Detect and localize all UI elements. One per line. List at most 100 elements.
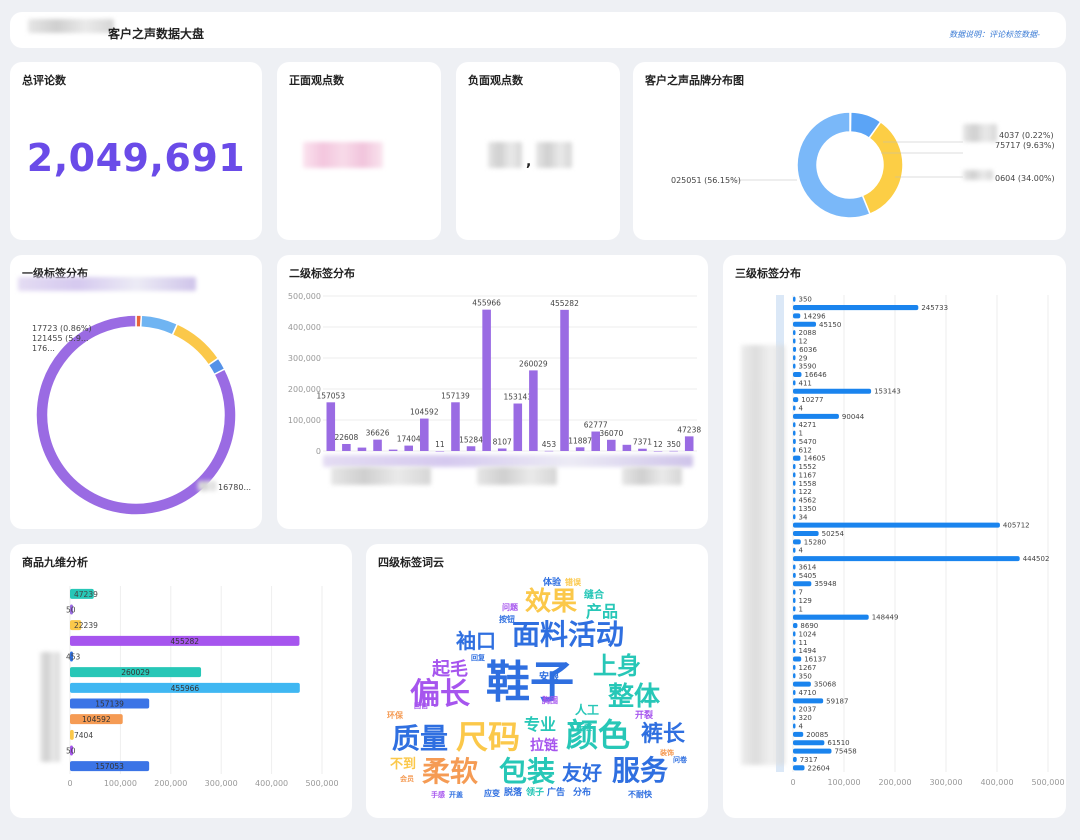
level2-bar[interactable] xyxy=(560,309,569,451)
level3-bar[interactable] xyxy=(793,480,796,486)
level3-bar[interactable] xyxy=(793,731,804,737)
level3-bar[interactable] xyxy=(793,706,796,712)
level2-bar[interactable] xyxy=(669,450,678,452)
level3-bar[interactable] xyxy=(793,572,796,578)
level3-bar[interactable] xyxy=(793,564,796,570)
level3-bar[interactable] xyxy=(793,664,796,670)
level2-bar[interactable] xyxy=(591,431,600,451)
nine-dim-bar[interactable] xyxy=(70,698,150,709)
level2-bar[interactable] xyxy=(357,447,367,451)
nine-dim-bar[interactable] xyxy=(70,745,73,756)
level3-bar[interactable] xyxy=(793,648,796,654)
level3-bar[interactable] xyxy=(793,639,796,645)
level3-bar[interactable] xyxy=(793,556,1020,562)
level3-bar[interactable] xyxy=(793,455,801,461)
level3-bar[interactable] xyxy=(793,673,796,679)
level3-bar[interactable] xyxy=(793,765,805,771)
level1-slice-4[interactable] xyxy=(35,314,237,516)
level2-bar[interactable] xyxy=(607,439,616,451)
level3-bar[interactable] xyxy=(793,715,796,721)
level3-bar[interactable] xyxy=(793,405,796,411)
level3-bar[interactable] xyxy=(793,740,825,746)
level3-bar[interactable] xyxy=(793,681,811,687)
level2-bar[interactable] xyxy=(373,439,382,451)
level3-bar[interactable] xyxy=(793,748,832,754)
level3-bar[interactable] xyxy=(793,623,798,629)
level3-bar[interactable] xyxy=(793,698,824,704)
level1-slice-2[interactable] xyxy=(171,322,220,367)
level3-bar[interactable] xyxy=(793,539,801,545)
level3-bar[interactable] xyxy=(793,397,799,403)
level3-bar[interactable] xyxy=(793,530,819,537)
level3-bar[interactable] xyxy=(793,581,812,587)
level3-bar[interactable] xyxy=(793,597,796,603)
level2-bar[interactable] xyxy=(622,444,632,451)
level3-bar[interactable] xyxy=(793,606,796,612)
level2-bar[interactable] xyxy=(513,403,523,451)
nine-dim-bar[interactable] xyxy=(70,761,150,772)
level3-bar[interactable] xyxy=(793,514,796,520)
level3-bar-label: 5405 xyxy=(799,572,817,580)
nine-dim-bar[interactable] xyxy=(70,714,123,725)
level3-bar[interactable] xyxy=(793,363,796,369)
level3-bar[interactable] xyxy=(793,438,796,444)
level3-bar[interactable] xyxy=(793,589,796,595)
level3-bar[interactable] xyxy=(793,723,796,729)
level3-bar[interactable] xyxy=(793,413,839,419)
level2-bar[interactable] xyxy=(435,450,445,452)
level3-bar[interactable] xyxy=(793,313,801,319)
level2-bar[interactable] xyxy=(326,402,336,451)
nine-dim-bar[interactable] xyxy=(70,729,74,740)
level3-bar[interactable] xyxy=(793,321,817,327)
level3-bar[interactable] xyxy=(793,338,796,344)
level3-bar[interactable] xyxy=(793,346,797,352)
level2-bar[interactable] xyxy=(497,448,507,451)
level3-bar[interactable] xyxy=(793,305,919,311)
level3-bar[interactable] xyxy=(793,489,796,495)
level3-bar[interactable] xyxy=(793,447,796,453)
level3-bar[interactable] xyxy=(793,614,869,620)
level2-bar[interactable] xyxy=(529,370,538,451)
nine-dim-bar[interactable] xyxy=(70,604,73,615)
level3-bar[interactable] xyxy=(793,522,1000,528)
level2-bar[interactable] xyxy=(638,448,647,451)
nine-dim-bar[interactable] xyxy=(70,682,300,693)
data-note-link[interactable]: 数据说明：评论标签数据- xyxy=(949,30,1040,39)
level2-bar[interactable] xyxy=(420,418,429,451)
level1-slice-1[interactable] xyxy=(139,314,179,336)
level2-bar[interactable] xyxy=(404,445,413,451)
level3-bar[interactable] xyxy=(793,296,796,302)
level2-bar[interactable] xyxy=(544,450,554,452)
level2-bar[interactable] xyxy=(575,447,585,451)
level3-bar[interactable] xyxy=(793,656,802,662)
level3-bar[interactable] xyxy=(793,330,796,336)
nine-dim-bar[interactable] xyxy=(70,620,82,631)
level2-bar[interactable] xyxy=(653,450,663,452)
level2-bar[interactable] xyxy=(342,443,351,451)
level3-bar[interactable] xyxy=(793,388,872,394)
level3-bar[interactable] xyxy=(793,472,796,478)
level2-bar[interactable] xyxy=(482,309,491,451)
brand-slice-3[interactable] xyxy=(796,111,871,219)
level3-bar[interactable] xyxy=(793,756,797,762)
level3-bar[interactable] xyxy=(793,371,802,378)
level2-bar[interactable] xyxy=(466,446,476,451)
level3-bar[interactable] xyxy=(793,497,796,503)
level3-bar[interactable] xyxy=(793,355,796,361)
level3-bar[interactable] xyxy=(793,631,796,637)
level2-bar[interactable] xyxy=(388,449,398,451)
level3-bar[interactable] xyxy=(793,505,796,511)
nine-dim-bar[interactable] xyxy=(70,588,94,599)
nine-dim-bar[interactable] xyxy=(70,667,202,678)
nine-dim-bar[interactable] xyxy=(70,635,300,646)
level3-bar[interactable] xyxy=(793,380,796,386)
level2-bar[interactable] xyxy=(451,402,460,451)
level2-bar[interactable] xyxy=(684,436,694,451)
level3-bar[interactable] xyxy=(793,464,796,470)
level3-bar[interactable] xyxy=(793,422,796,428)
level3-bar[interactable] xyxy=(793,547,796,553)
level3-bar[interactable] xyxy=(793,430,796,436)
nine-dim-bar[interactable] xyxy=(70,651,73,662)
level3-bar[interactable] xyxy=(793,689,796,696)
level3-bar-label: 16646 xyxy=(804,371,827,379)
